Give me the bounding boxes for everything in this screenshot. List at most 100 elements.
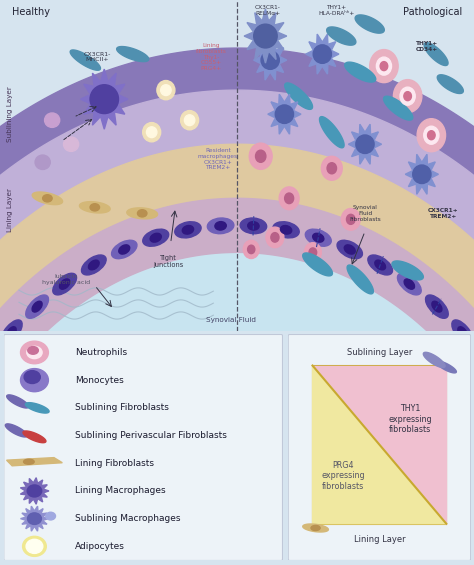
Polygon shape — [348, 124, 382, 164]
Polygon shape — [345, 62, 376, 82]
Text: Resident
macrophages
CX3CR1+
TREM2+: Resident macrophages CX3CR1+ TREM2+ — [198, 148, 238, 171]
Ellipse shape — [313, 233, 324, 242]
Text: Lining
fibroblasts
Thy1-
CD55+
PRG4+: Lining fibroblasts Thy1- CD55+ PRG4+ — [195, 43, 227, 71]
Ellipse shape — [53, 273, 77, 295]
Polygon shape — [81, 69, 128, 129]
Ellipse shape — [321, 157, 342, 180]
Ellipse shape — [26, 295, 48, 318]
Ellipse shape — [184, 115, 195, 125]
Ellipse shape — [393, 80, 422, 112]
Ellipse shape — [247, 245, 255, 254]
Ellipse shape — [26, 539, 43, 554]
Polygon shape — [23, 431, 46, 443]
Ellipse shape — [284, 193, 294, 203]
Ellipse shape — [380, 62, 388, 71]
Ellipse shape — [248, 221, 259, 230]
Polygon shape — [117, 46, 149, 62]
Text: Sublining Macrophages: Sublining Macrophages — [75, 514, 181, 523]
Ellipse shape — [400, 87, 415, 105]
Ellipse shape — [304, 243, 321, 262]
Polygon shape — [306, 34, 339, 74]
Ellipse shape — [143, 229, 169, 246]
Ellipse shape — [89, 260, 99, 270]
Ellipse shape — [146, 127, 157, 138]
Ellipse shape — [279, 187, 299, 210]
Polygon shape — [437, 361, 456, 373]
Polygon shape — [32, 192, 63, 205]
Ellipse shape — [452, 320, 474, 345]
Text: Sublining Perivascular Fibroblasts: Sublining Perivascular Fibroblasts — [75, 431, 227, 440]
Ellipse shape — [249, 143, 272, 170]
Ellipse shape — [27, 513, 41, 524]
Text: Healthy: Healthy — [12, 7, 50, 17]
Polygon shape — [303, 524, 328, 532]
Text: Monocytes: Monocytes — [75, 376, 124, 385]
Text: Neutrophils: Neutrophils — [75, 348, 127, 357]
Polygon shape — [0, 198, 474, 559]
Ellipse shape — [182, 225, 193, 234]
Ellipse shape — [397, 273, 421, 295]
Ellipse shape — [344, 245, 355, 254]
Ellipse shape — [281, 225, 292, 234]
Ellipse shape — [175, 221, 201, 238]
Polygon shape — [5, 424, 27, 437]
Ellipse shape — [181, 111, 199, 130]
Ellipse shape — [111, 240, 137, 259]
Ellipse shape — [7, 327, 16, 338]
Ellipse shape — [64, 137, 79, 151]
Ellipse shape — [215, 221, 226, 230]
Ellipse shape — [28, 346, 38, 354]
Ellipse shape — [157, 81, 175, 100]
Ellipse shape — [404, 279, 415, 289]
Ellipse shape — [27, 346, 42, 359]
Polygon shape — [268, 94, 301, 134]
Polygon shape — [319, 116, 344, 148]
Ellipse shape — [137, 210, 147, 217]
Ellipse shape — [150, 233, 161, 242]
Text: CX3CR1-
MHCII+: CX3CR1- MHCII+ — [83, 51, 111, 63]
Ellipse shape — [309, 248, 317, 257]
Text: THY1
expressing
fibroblasts: THY1 expressing fibroblasts — [388, 405, 432, 434]
Ellipse shape — [346, 214, 355, 224]
Text: THY1+
CD34+: THY1+ CD34+ — [416, 41, 438, 53]
Text: THY1+
HLA-DRAʰʰ+: THY1+ HLA-DRAʰʰ+ — [319, 6, 355, 16]
Polygon shape — [312, 366, 447, 524]
Ellipse shape — [273, 221, 299, 238]
Ellipse shape — [45, 113, 60, 127]
Text: CX3CR1+
TREM2+: CX3CR1+ TREM2+ — [428, 208, 458, 219]
Polygon shape — [7, 395, 29, 408]
Ellipse shape — [0, 320, 22, 345]
Text: Lining Macrophages: Lining Macrophages — [75, 486, 165, 496]
Ellipse shape — [413, 165, 431, 184]
Polygon shape — [312, 366, 447, 524]
Polygon shape — [405, 154, 438, 194]
Ellipse shape — [368, 255, 392, 275]
Polygon shape — [0, 253, 474, 559]
Ellipse shape — [275, 105, 293, 123]
Ellipse shape — [59, 279, 70, 289]
Text: Sublining Layer: Sublining Layer — [8, 86, 13, 142]
Ellipse shape — [255, 150, 266, 162]
Ellipse shape — [428, 131, 435, 140]
Polygon shape — [327, 27, 356, 45]
Polygon shape — [20, 506, 48, 531]
Text: Adipocytes: Adipocytes — [75, 542, 125, 551]
Ellipse shape — [305, 229, 331, 246]
Ellipse shape — [161, 85, 171, 95]
Polygon shape — [0, 48, 474, 519]
Polygon shape — [0, 90, 474, 533]
Ellipse shape — [404, 92, 411, 101]
Ellipse shape — [143, 123, 161, 142]
Text: Synovial Fluid: Synovial Fluid — [206, 318, 256, 323]
Ellipse shape — [327, 163, 337, 174]
Polygon shape — [7, 458, 62, 466]
Ellipse shape — [32, 301, 42, 312]
Text: Lining Fibroblasts: Lining Fibroblasts — [75, 459, 154, 468]
Polygon shape — [347, 265, 374, 294]
Polygon shape — [254, 40, 287, 80]
Ellipse shape — [35, 155, 50, 169]
Ellipse shape — [356, 135, 374, 154]
FancyBboxPatch shape — [288, 334, 471, 560]
Polygon shape — [392, 261, 423, 280]
Ellipse shape — [417, 119, 446, 152]
